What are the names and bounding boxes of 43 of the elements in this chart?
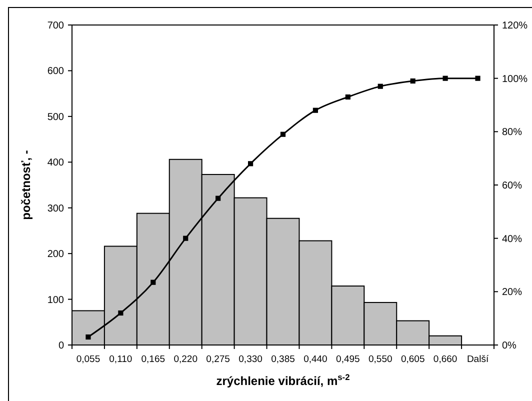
x-tick-label: 0,110 xyxy=(109,354,132,365)
y2-tick-label: 80% xyxy=(502,127,522,138)
y2-tick-label: 40% xyxy=(502,234,522,245)
point xyxy=(86,334,91,340)
x-tick-label: 0,660 xyxy=(433,354,458,365)
point xyxy=(378,84,383,89)
y-tick-label: 300 xyxy=(47,203,64,214)
point xyxy=(183,236,188,241)
point xyxy=(150,280,156,285)
x-tick-label: Další xyxy=(466,354,489,365)
x-tick-label: 0,495 xyxy=(336,354,360,365)
x-tick-label: 0,055 xyxy=(76,354,100,365)
x-tick-label: 0,330 xyxy=(238,354,262,365)
x-tick-label: 0,440 xyxy=(304,354,328,365)
x-tick-label: 0,550 xyxy=(368,354,392,365)
y2-tick-label: 120% xyxy=(502,20,528,32)
y-tick-label: 200 xyxy=(47,249,64,260)
x-tick-label: 0,220 xyxy=(174,354,198,365)
x-tick-label: 0,605 xyxy=(400,354,425,365)
point xyxy=(118,310,124,316)
y-tick-label: 100 xyxy=(47,294,64,306)
y2-tick-label: 20% xyxy=(502,287,522,298)
y-tick-label: 600 xyxy=(47,66,64,78)
point xyxy=(216,196,221,201)
point xyxy=(312,108,318,113)
point xyxy=(442,76,448,81)
x-tick-label: 0,385 xyxy=(271,354,295,365)
x-tick-label: 0,275 xyxy=(206,354,230,365)
point xyxy=(280,132,286,137)
x-tick-label: 0,165 xyxy=(141,354,166,365)
y-tick-label: 500 xyxy=(47,112,64,123)
y-tick-label: 400 xyxy=(47,158,64,169)
x-axis-title: zrýchlenie vibrácií, m$^{s-2}$ xyxy=(216,372,350,388)
y-axis-title: početnosť, - xyxy=(19,150,33,220)
y2-tick-label: 0% xyxy=(502,340,517,352)
y2-tick-label: 60% xyxy=(502,180,522,192)
point xyxy=(475,76,480,81)
y-tick-label: 0 xyxy=(58,340,64,352)
point xyxy=(410,78,416,84)
point xyxy=(248,161,254,166)
y2-tick-label: 100% xyxy=(502,74,528,85)
point xyxy=(345,94,350,100)
y-tick-label: 700 xyxy=(47,20,64,32)
